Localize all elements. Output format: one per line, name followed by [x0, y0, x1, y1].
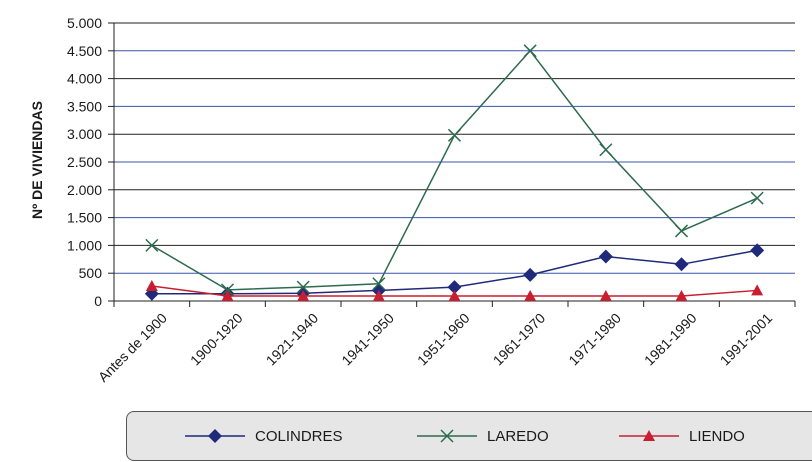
- data-point-colindres: [598, 249, 613, 264]
- y-tick-label: 3.000: [67, 126, 102, 142]
- data-point-laredo: [220, 283, 235, 297]
- data-point-colindres: [750, 243, 765, 258]
- y-tick-label: 500: [79, 265, 103, 281]
- grid-lines: [114, 22, 795, 274]
- data-point-laredo: [447, 128, 462, 142]
- data-point-liendo: [599, 289, 612, 301]
- data-point-laredo: [523, 44, 537, 58]
- y-tick-label: 1.500: [67, 210, 102, 226]
- legend-label-colindres: COLINDRES: [255, 427, 343, 445]
- data-point-laredo: [674, 224, 689, 238]
- x-axis-ticks: Antes de 1900 1900-1920 1921-1940 1941-1950…: [95, 301, 796, 385]
- y-axis-title: Nº DE VIVIENDAS: [29, 101, 45, 219]
- x-tick-label: 1951-1960: [414, 310, 473, 369]
- y-tick-label: 2.500: [67, 154, 102, 170]
- data-point-liendo: [221, 289, 234, 301]
- legend: COLINDRES LAREDO LIENDO: [126, 411, 812, 461]
- y-tick-label: 4.000: [67, 71, 102, 87]
- x-tick-label: 1991-2001: [717, 310, 776, 369]
- data-point-liendo: [675, 289, 688, 301]
- legend-item-laredo: LAREDO: [417, 412, 549, 460]
- legend-marker-laredo: [417, 429, 477, 443]
- data-point-laredo: [296, 280, 310, 294]
- data-point-liendo: [524, 289, 537, 301]
- legend-item-colindres: COLINDRES: [185, 412, 343, 460]
- x-tick-label: 1981-1990: [641, 310, 700, 369]
- x-tick-label: 1921-1940: [263, 310, 322, 369]
- data-point-liendo: [297, 289, 310, 301]
- legend-item-liendo: LIENDO: [619, 412, 745, 460]
- data-point-laredo: [599, 143, 613, 157]
- x-tick-label: Antes de 1900: [95, 310, 170, 385]
- data-point-laredo: [145, 238, 159, 252]
- data-point-liendo: [372, 289, 385, 301]
- series-layer: [144, 44, 765, 301]
- series-line-laredo: [151, 49, 758, 291]
- data-point-laredo: [750, 191, 764, 205]
- data-point-colindres: [523, 267, 538, 282]
- x-tick-label: 1941-1950: [338, 310, 397, 369]
- data-point-liendo: [145, 279, 158, 291]
- x-tick-label: 1900-1920: [187, 310, 246, 369]
- y-tick-label: 4.500: [67, 43, 102, 59]
- y-tick-label: 0: [94, 293, 102, 309]
- x-tick-label: 1971-1980: [565, 310, 624, 369]
- axes: [113, 23, 795, 302]
- data-point-colindres: [447, 280, 462, 295]
- y-tick-label: 3.500: [67, 98, 102, 114]
- y-tick-label: 5.000: [67, 15, 102, 31]
- legend-label-laredo: LAREDO: [487, 427, 549, 445]
- legend-label-liendo: LIENDO: [689, 427, 745, 445]
- data-point-laredo: [372, 277, 386, 291]
- data-point-liendo: [751, 284, 764, 296]
- legend-marker-colindres: [185, 429, 245, 443]
- y-tick-label: 1.000: [67, 237, 102, 253]
- y-tick-label: 2.000: [67, 182, 102, 198]
- data-point-colindres: [674, 257, 689, 272]
- x-tick-label: 1961-1970: [490, 310, 549, 369]
- data-point-liendo: [448, 289, 461, 301]
- legend-marker-liendo: [619, 430, 679, 441]
- y-axis-ticks: 0 500 1.000 1.500 2.000 2.500 3.000 3.500 4.000 4…: [67, 15, 114, 309]
